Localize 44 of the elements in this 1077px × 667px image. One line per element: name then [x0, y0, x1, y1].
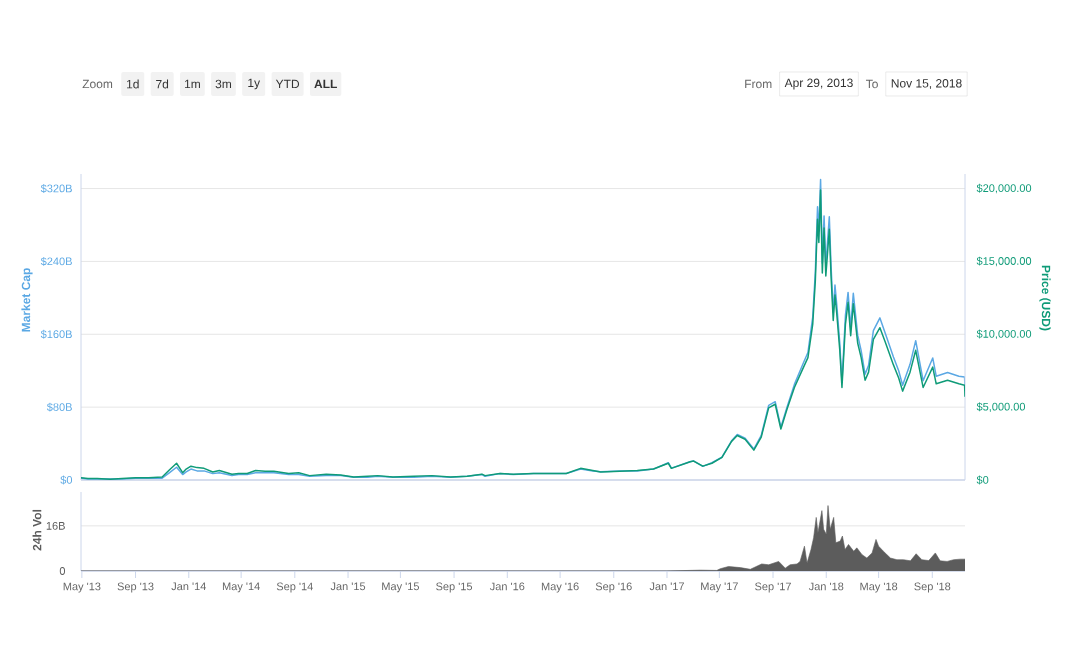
- y-axis-title: Market Cap: [21, 268, 33, 332]
- text: From: [745, 79, 772, 89]
- x-tick-label: Jan '14: [171, 582, 206, 591]
- x-tick-label: Sep '13: [117, 582, 154, 593]
- x-tick-label: Sep '17: [755, 582, 791, 593]
- y-axis-title: 24h Vol: [32, 509, 42, 551]
- x-tick-label: May '14: [222, 582, 260, 593]
- y2-axis-title: Price (USD): [1039, 265, 1051, 331]
- x-tick-label: Jan '18: [808, 582, 844, 591]
- x-tick-label: May '16: [541, 582, 579, 593]
- y-tick-label: $0: [60, 475, 73, 485]
- text: To: [865, 79, 878, 89]
- x-tick-label: Jan '15: [330, 582, 366, 591]
- text: 1d: [127, 79, 139, 89]
- x-tick-label: Sep '14: [276, 582, 313, 593]
- x-tick-label: Jan '17: [649, 582, 684, 591]
- y2-tick-label: $20,000.00: [976, 183, 1032, 194]
- x-tick-label: Sep '18: [914, 582, 951, 593]
- x-tick-label: Jan '16: [489, 582, 525, 591]
- text: 1m: [184, 79, 200, 89]
- text: Apr 29, 2013: [784, 78, 853, 90]
- y-tick-label: $240B: [40, 256, 72, 266]
- y-tick-label: 0: [59, 567, 66, 575]
- y-tick-label: $320B: [40, 184, 72, 194]
- text: 3m: [215, 79, 232, 89]
- x-tick-label: May '18: [860, 582, 898, 593]
- y2-tick-label: $0: [976, 475, 989, 485]
- y2-tick-label: $5,000.00: [976, 402, 1026, 412]
- text: Nov 15, 2018: [891, 79, 962, 89]
- x-tick-label: May '17: [701, 582, 738, 593]
- x-tick-label: May '15: [382, 582, 420, 593]
- text: 7d: [156, 79, 169, 89]
- text: 1y: [248, 78, 261, 90]
- x-tick-label: Sep '15: [436, 582, 473, 593]
- y-tick-label: $160B: [40, 329, 72, 339]
- x-tick-label: Sep '16: [595, 582, 632, 593]
- y2-tick-label: $10,000.00: [976, 329, 1032, 340]
- y-tick-label: $80B: [46, 402, 72, 412]
- text: Zoom: [82, 79, 113, 89]
- text: YTD: [275, 79, 300, 89]
- y-tick-label: 16B: [46, 521, 65, 530]
- y2-tick-label: $15,000.00: [976, 256, 1032, 267]
- text: ALL: [314, 79, 337, 89]
- x-tick-label: May '13: [63, 582, 101, 593]
